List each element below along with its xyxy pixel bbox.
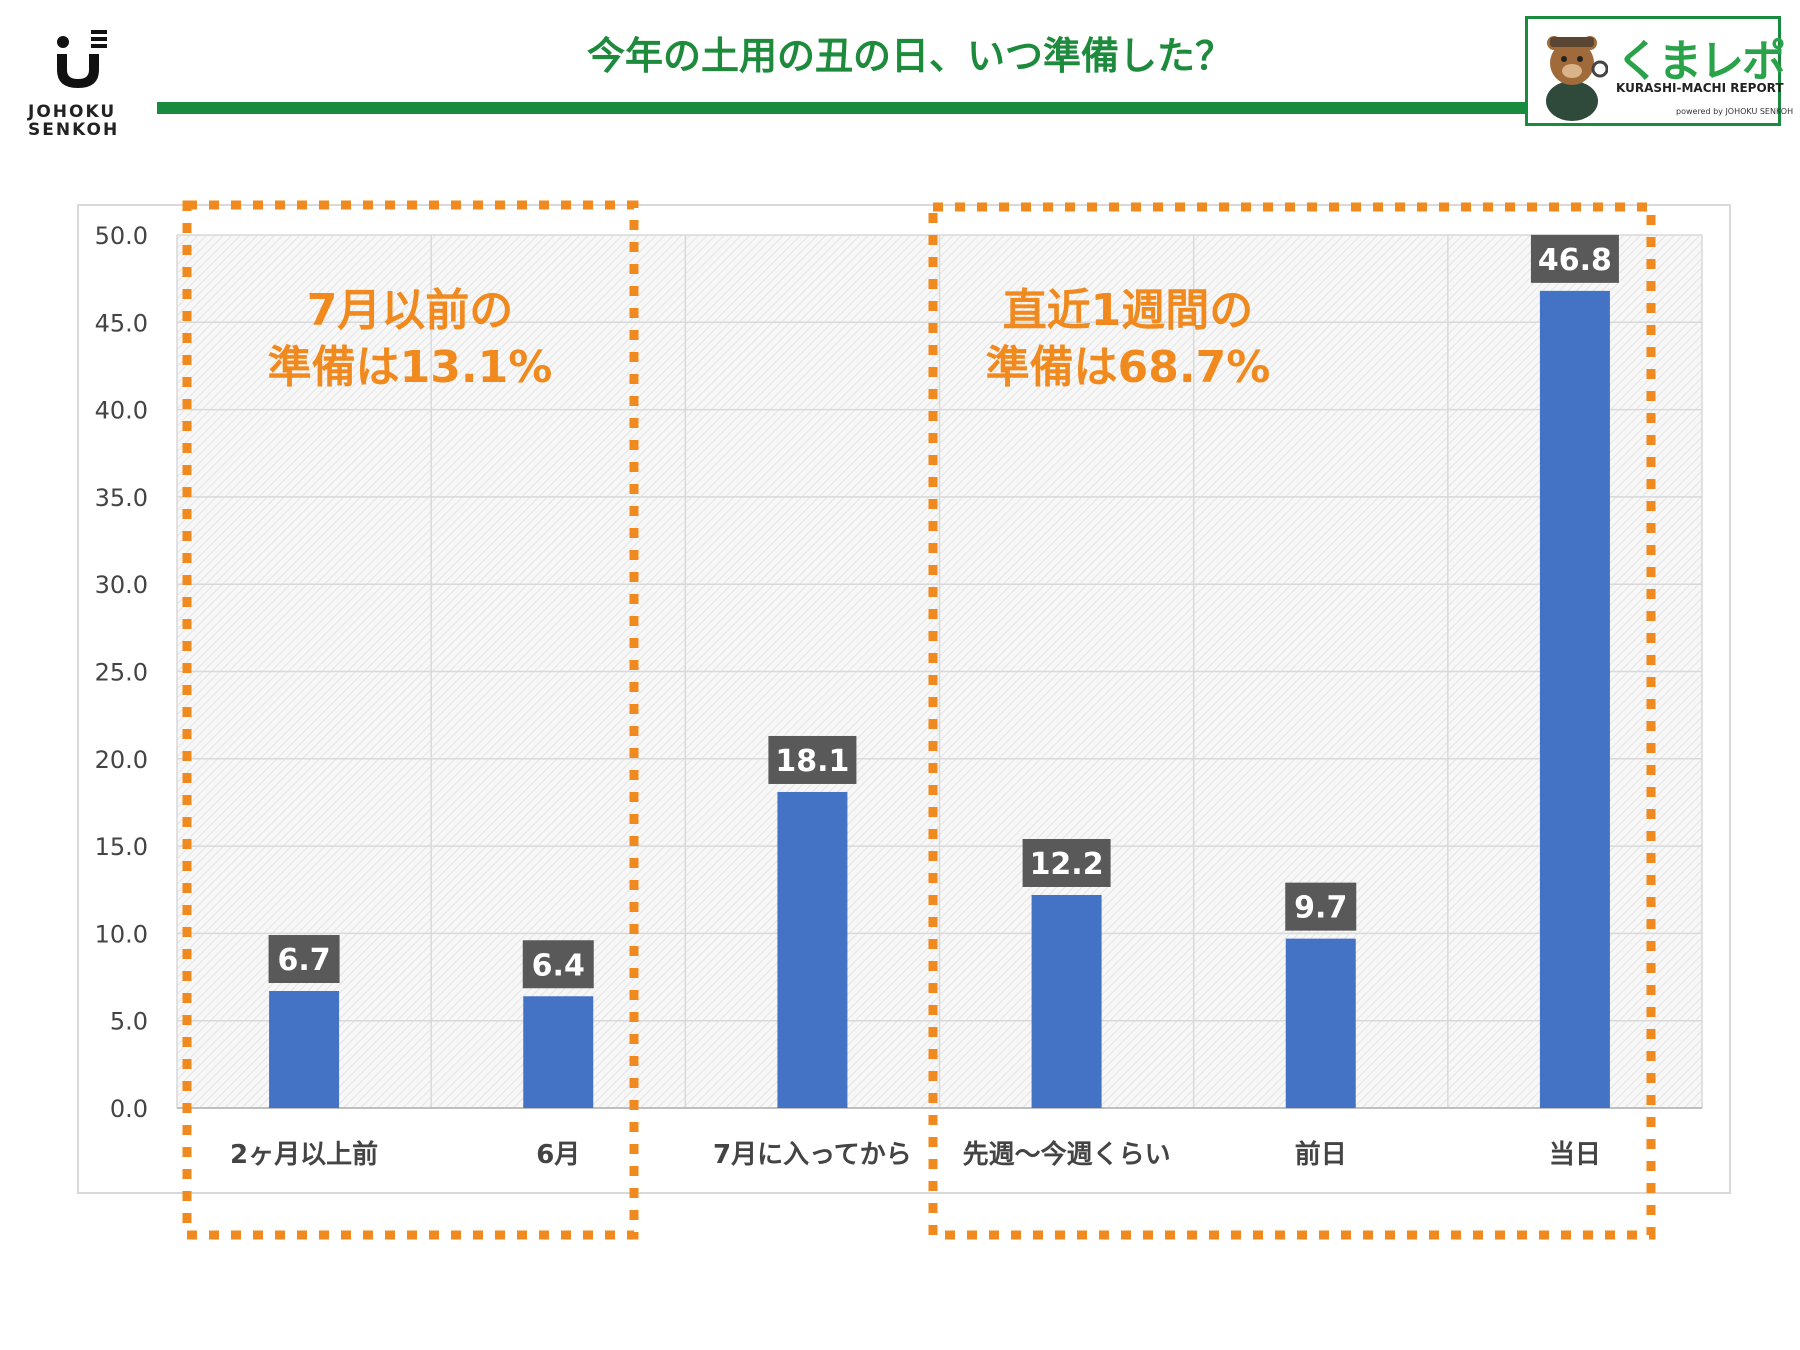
smile-logo-icon [57, 30, 107, 88]
y-tick-label: 20.0 [95, 746, 148, 774]
highlight-box-last-week [928, 202, 1656, 1240]
bar [1539, 290, 1610, 1108]
note-left-line2: 準備は13.1% [268, 342, 553, 393]
data-label: 18.1 [775, 744, 849, 779]
data-label: 46.8 [1538, 243, 1612, 278]
data-label: 12.2 [1030, 847, 1104, 882]
data-label-box [1530, 234, 1619, 283]
note-left-line1: 7月以前の [307, 285, 514, 336]
data-label: 6.4 [532, 948, 585, 983]
y-tick-label: 50.0 [95, 222, 148, 250]
y-tick-label: 5.0 [110, 1008, 148, 1036]
data-label: 6.7 [278, 943, 331, 978]
data-label-box [1022, 838, 1111, 887]
page-title: 今年の土用の丑の日、いつ準備した？ [586, 34, 1233, 78]
bars [269, 290, 1610, 1108]
badge-powered-by: powered by JOHOKU SENKOH [1676, 107, 1794, 116]
x-tick-label: 前日 [1295, 1139, 1347, 1170]
bar [269, 991, 340, 1108]
bar [777, 791, 848, 1108]
x-tick-label: 当日 [1549, 1140, 1601, 1170]
note-right-line1: 直近1週間の [1003, 285, 1254, 336]
data-label-box [768, 735, 857, 784]
x-axis-labels: 2ヶ月以上前 6月 7月に入ってから 先週〜今週くらい 前日 当日 [230, 1139, 1601, 1170]
x-tick-label: 2ヶ月以上前 [230, 1139, 378, 1170]
y-tick-label: 0.0 [110, 1095, 148, 1123]
data-label-box [268, 935, 340, 984]
title-divider [157, 102, 1527, 114]
y-tick-label: 10.0 [95, 920, 148, 948]
badge-subtitle: KURASHI-MACHI REPORT [1616, 81, 1784, 95]
x-tick-label: 6月 [536, 1140, 580, 1170]
highlight-box-before-july [182, 200, 639, 1240]
bar [523, 996, 594, 1108]
y-tick-label: 30.0 [95, 571, 148, 599]
note-right-line2: 準備は68.7% [986, 342, 1271, 393]
y-tick-label: 40.0 [95, 397, 148, 425]
logo-text-johoku: JOHOKU [28, 102, 117, 122]
johoku-senkoh-logo: JOHOKU SENKOH [28, 30, 128, 140]
x-tick-label: 先週〜今週くらい [963, 1139, 1171, 1170]
data-label-box [1285, 882, 1357, 931]
data-labels: 6.7 6.4 18.1 12.2 9.7 46.8 [268, 234, 1619, 989]
y-tick-label: 35.0 [95, 484, 148, 512]
y-tick-label: 45.0 [95, 309, 148, 337]
y-tick-label: 15.0 [95, 833, 148, 861]
x-tick-label: 7月に入ってから [713, 1140, 912, 1170]
bar [1285, 938, 1356, 1108]
detective-bear-icon [1546, 36, 1608, 121]
badge-title: くまレポ [1616, 36, 1786, 87]
gridlines [176, 234, 1703, 1109]
data-label: 9.7 [1294, 891, 1347, 926]
kuma-repo-badge: くまレポ KURASHI-MACHI REPORT powered by JOH… [1525, 16, 1793, 126]
logo-text-senkoh: SENKOH [28, 120, 120, 140]
data-label-box [522, 940, 594, 989]
bar [1031, 894, 1102, 1108]
y-axis-ticks: 0.0 5.0 10.0 15.0 20.0 25.0 30.0 35.0 40.0 45.0 50… [95, 222, 148, 1123]
y-tick-label: 25.0 [95, 659, 148, 687]
